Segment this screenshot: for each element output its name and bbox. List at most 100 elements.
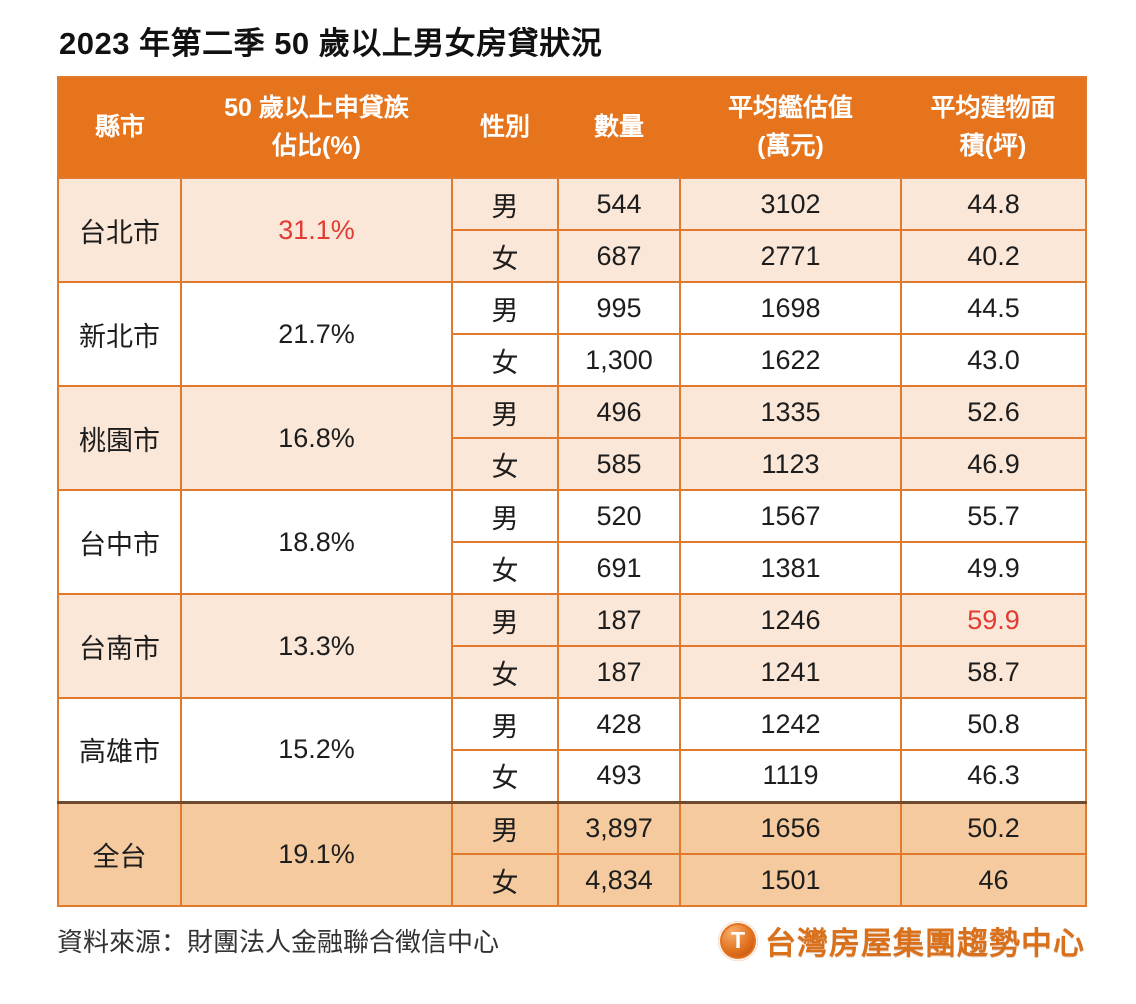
count-cell: 520 bbox=[557, 489, 681, 543]
count-cell: 428 bbox=[557, 697, 681, 751]
count-cell: 4,834 bbox=[557, 853, 681, 907]
area-cell: 55.7 bbox=[900, 489, 1087, 543]
appraisal-cell: 1242 bbox=[679, 697, 902, 751]
count-cell: 187 bbox=[557, 645, 681, 699]
appraisal-cell: 1246 bbox=[679, 593, 902, 647]
city-cell: 台北市 bbox=[57, 177, 182, 283]
gender-cell: 男 bbox=[451, 281, 559, 335]
count-cell: 687 bbox=[557, 229, 681, 283]
gender-cell: 女 bbox=[451, 229, 559, 283]
table-row: 桃園市 16.8% 男 496 1335 52.6 bbox=[57, 385, 1087, 491]
column-header: 50 歲以上申貸族 佔比(%) bbox=[181, 77, 452, 178]
table-header: 縣市 50 歲以上申貸族 佔比(%) 性別 數量 平均鑑估值 (萬元) 平均建物面 積(坪) bbox=[58, 77, 1086, 178]
table-row: 女 691 1381 49.9 bbox=[58, 541, 1087, 595]
count-cell: 691 bbox=[557, 541, 681, 595]
mortgage-table: 縣市 50 歲以上申貸族 佔比(%) 性別 數量 平均鑑估值 (萬元) 平均建物面 積(坪) 台… bbox=[57, 76, 1087, 907]
gender-cell: 女 bbox=[451, 333, 559, 387]
gender-cell: 男 bbox=[451, 593, 559, 647]
header-row: 縣市 50 歲以上申貸族 佔比(%) 性別 數量 平均鑑估值 (萬元) 平均建物面 積(坪) bbox=[58, 77, 1086, 178]
table-row: 台南市 13.3% 男 187 1246 59.9 bbox=[57, 593, 1087, 699]
count-cell: 187 bbox=[557, 593, 681, 647]
table-row: 全台 19.1% 男 3,897 1656 50.2 bbox=[57, 800, 1087, 907]
column-header: 數量 bbox=[558, 77, 680, 178]
column-header: 平均建物面 積(坪) bbox=[901, 77, 1086, 178]
appraisal-cell: 1241 bbox=[679, 645, 902, 699]
taiwan-housing-logo-icon: T bbox=[718, 920, 758, 961]
column-header: 縣市 bbox=[58, 77, 181, 178]
brand-logo: T 台灣房屋集團趨勢中心 bbox=[718, 918, 1085, 963]
ratio-cell: 15.2% bbox=[180, 697, 453, 803]
gender-cell: 女 bbox=[451, 853, 559, 907]
appraisal-cell: 1381 bbox=[679, 541, 902, 595]
gender-cell: 女 bbox=[451, 541, 559, 595]
table-row: 女 585 1123 46.9 bbox=[58, 437, 1087, 491]
table-row: 女 1,300 1622 43.0 bbox=[58, 333, 1087, 387]
city-cell: 全台 bbox=[57, 800, 182, 907]
appraisal-cell: 1698 bbox=[679, 281, 902, 335]
count-cell: 493 bbox=[557, 749, 681, 803]
table-row: 台中市 18.8% 男 520 1567 55.7 bbox=[57, 489, 1087, 595]
table-row: 新北市 21.7% 男 995 1698 44.5 bbox=[57, 281, 1087, 387]
data-source-text: 資料來源：財團法人金融聯合徵信中心 bbox=[57, 927, 500, 957]
count-cell: 1,300 bbox=[557, 333, 681, 387]
gender-cell: 男 bbox=[451, 800, 559, 855]
table-row: 女 687 2771 40.2 bbox=[58, 229, 1087, 283]
brand-name: 台灣房屋集團趨勢中心 bbox=[765, 926, 1085, 961]
area-cell: 50.8 bbox=[900, 697, 1087, 751]
area-cell: 44.8 bbox=[900, 177, 1087, 231]
area-cell: 59.9 bbox=[900, 593, 1087, 647]
table-row: 台北市 31.1% 男 544 3102 44.8 bbox=[57, 177, 1087, 283]
page-title: 2023 年第二季 50 歲以上男女房貸狀況 bbox=[59, 26, 603, 61]
appraisal-cell: 3102 bbox=[679, 177, 902, 231]
city-cell: 新北市 bbox=[57, 281, 182, 387]
area-cell: 40.2 bbox=[900, 229, 1087, 283]
appraisal-cell: 1123 bbox=[679, 437, 902, 491]
count-cell: 496 bbox=[557, 385, 681, 439]
gender-cell: 男 bbox=[451, 489, 559, 543]
ratio-cell: 18.8% bbox=[180, 489, 453, 595]
area-cell: 43.0 bbox=[900, 333, 1087, 387]
ratio-cell: 16.8% bbox=[180, 385, 453, 491]
appraisal-cell: 1335 bbox=[679, 385, 902, 439]
table-row: 高雄市 15.2% 男 428 1242 50.8 bbox=[57, 697, 1087, 803]
area-cell: 44.5 bbox=[900, 281, 1087, 335]
appraisal-cell: 1622 bbox=[679, 333, 902, 387]
count-cell: 995 bbox=[557, 281, 681, 335]
appraisal-cell: 1567 bbox=[679, 489, 902, 543]
area-cell: 49.9 bbox=[900, 541, 1087, 595]
count-cell: 544 bbox=[557, 177, 681, 231]
table-row: 女 4,834 1501 46 bbox=[58, 853, 1087, 907]
appraisal-cell: 1656 bbox=[679, 800, 902, 855]
page: 2023 年第二季 50 歲以上男女房貸狀況 縣市 50 歲以上申貸族 佔比(%) 性… bbox=[57, 26, 1087, 963]
table-row: 女 493 1119 46.3 bbox=[58, 749, 1087, 803]
gender-cell: 女 bbox=[451, 645, 559, 699]
gender-cell: 男 bbox=[451, 177, 559, 231]
city-cell: 台南市 bbox=[57, 593, 182, 699]
area-cell: 58.7 bbox=[900, 645, 1087, 699]
footer: 資料來源：財團法人金融聯合徵信中心 T 台灣房屋集團趨勢中心 bbox=[57, 918, 1085, 963]
city-cell: 台中市 bbox=[57, 489, 182, 595]
gender-cell: 女 bbox=[451, 749, 559, 803]
ratio-cell: 13.3% bbox=[180, 593, 453, 699]
gender-cell: 男 bbox=[451, 385, 559, 439]
ratio-cell: 19.1% bbox=[180, 800, 453, 907]
count-cell: 3,897 bbox=[557, 800, 681, 855]
appraisal-cell: 2771 bbox=[679, 229, 902, 283]
ratio-cell: 21.7% bbox=[180, 281, 453, 387]
table-row: 女 187 1241 58.7 bbox=[58, 645, 1087, 699]
area-cell: 52.6 bbox=[900, 385, 1087, 439]
area-cell: 46.9 bbox=[900, 437, 1087, 491]
gender-cell: 女 bbox=[451, 437, 559, 491]
area-cell: 50.2 bbox=[900, 800, 1087, 855]
area-cell: 46 bbox=[900, 853, 1087, 907]
city-cell: 高雄市 bbox=[57, 697, 182, 803]
column-header: 性別 bbox=[452, 77, 558, 178]
column-header: 平均鑑估值 (萬元) bbox=[680, 77, 901, 178]
ratio-cell: 31.1% bbox=[180, 177, 453, 283]
count-cell: 585 bbox=[557, 437, 681, 491]
gender-cell: 男 bbox=[451, 697, 559, 751]
city-cell: 桃園市 bbox=[57, 385, 182, 491]
table-body: 台北市 31.1% 男 544 3102 44.8 女 687 2771 40.2 新北市 21.7%… bbox=[57, 177, 1087, 907]
appraisal-cell: 1119 bbox=[679, 749, 902, 803]
area-cell: 46.3 bbox=[900, 749, 1087, 803]
